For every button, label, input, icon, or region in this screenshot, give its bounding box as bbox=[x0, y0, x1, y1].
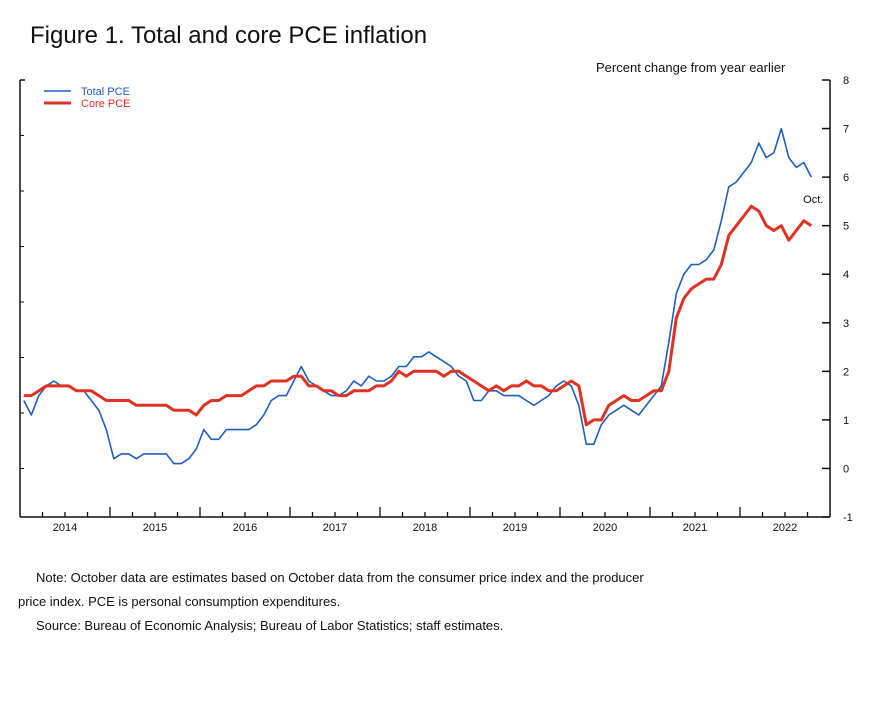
x-tick-label: 2022 bbox=[773, 522, 797, 534]
y-tick-label: 3 bbox=[843, 318, 849, 330]
note-line-1: Note: October data are estimates based o… bbox=[36, 570, 644, 585]
source-line: Source: Bureau of Economic Analysis; Bur… bbox=[36, 618, 504, 633]
legend-label-core-pce: Core PCE bbox=[81, 98, 131, 110]
x-tick-label: 2019 bbox=[503, 522, 527, 534]
x-tick-label: 2018 bbox=[413, 522, 437, 534]
y-tick-label: -1 bbox=[843, 512, 853, 524]
y-tick-label: 2 bbox=[843, 366, 849, 378]
x-tick-label: 2021 bbox=[683, 522, 707, 534]
y-tick-label: 0 bbox=[843, 463, 849, 475]
series-lines: Oct. bbox=[23, 127, 823, 465]
x-tick-label: 2014 bbox=[53, 522, 77, 534]
axes: -1 0 1 2 3 4 5 6 7 8 2014 2015 2016 2017 2018 2019 2020 2… bbox=[19, 75, 853, 534]
chart-title: Figure 1. Total and core PCE inflation bbox=[30, 22, 428, 49]
y-tick-label: 6 bbox=[843, 172, 849, 184]
note-line-2: price index. PCE is personal consumption… bbox=[18, 594, 341, 609]
y-tick-label: 8 bbox=[843, 75, 849, 87]
annotation-oct: Oct. bbox=[803, 194, 823, 206]
legend-label-total-pce: Total PCE bbox=[81, 86, 130, 98]
y-tick-label: 5 bbox=[843, 221, 849, 233]
series-line-core-pce bbox=[23, 204, 813, 427]
series-line-total-pce bbox=[23, 127, 813, 465]
x-tick-label: 2017 bbox=[323, 522, 347, 534]
y-tick-label: 1 bbox=[843, 415, 849, 427]
x-tick-label: 2020 bbox=[593, 522, 617, 534]
y-axis-label: Percent change from year earlier bbox=[596, 60, 786, 75]
footnotes: Note: October data are estimates based o… bbox=[18, 566, 818, 638]
x-tick-label: 2015 bbox=[143, 522, 167, 534]
x-tick-label: 2016 bbox=[233, 522, 257, 534]
y-tick-label: 4 bbox=[843, 269, 849, 281]
y-tick-label: 7 bbox=[843, 124, 849, 136]
